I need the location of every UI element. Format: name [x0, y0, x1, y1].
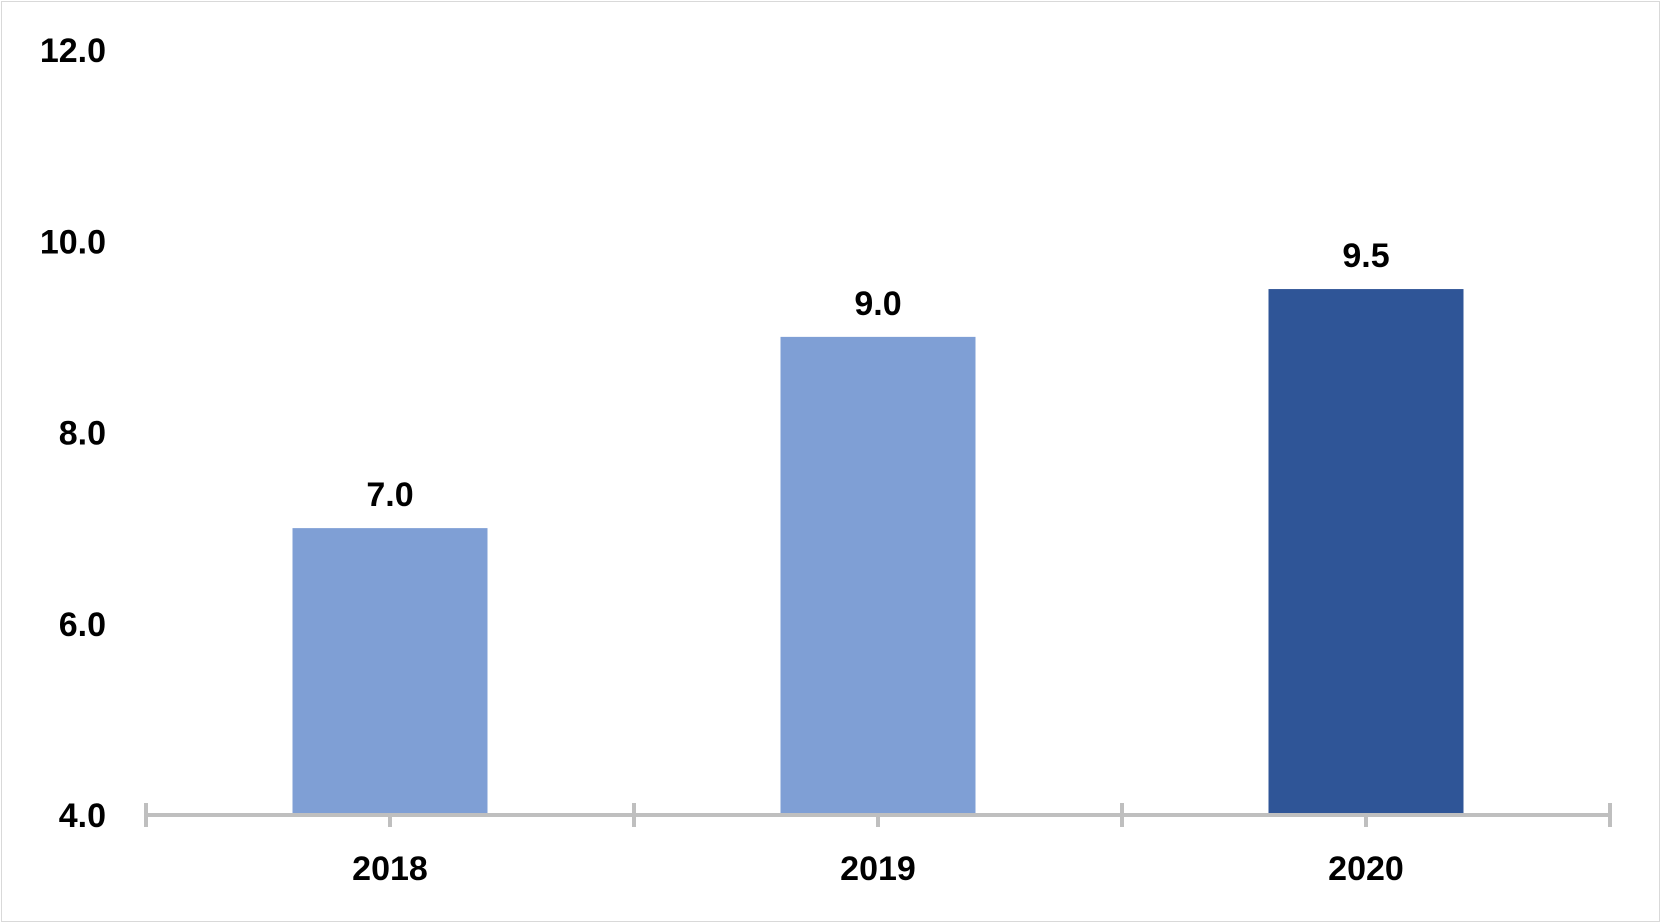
bar-2018	[292, 528, 488, 815]
data-label-2018: 7.0	[366, 476, 413, 514]
x-axis	[144, 803, 1612, 827]
y-tick-label: 10.0	[40, 223, 106, 261]
x-category-label: 2020	[1328, 850, 1404, 888]
data-labels: 7.0 9.0 9.5	[366, 237, 1389, 514]
y-tick-label: 12.0	[40, 32, 106, 70]
data-label-2020: 9.5	[1342, 237, 1389, 275]
bar-2020	[1268, 289, 1464, 815]
data-label-2019: 9.0	[854, 285, 901, 323]
x-axis-category-labels: 2018 2019 2020	[352, 850, 1404, 888]
x-category-label: 2018	[352, 850, 428, 888]
y-tick-label: 8.0	[59, 415, 106, 453]
x-category-label: 2019	[840, 850, 916, 888]
y-tick-label: 6.0	[59, 606, 106, 644]
bar-2019	[780, 336, 976, 815]
y-axis-tick-labels: 4.0 6.0 8.0 10.0 12.0	[40, 32, 106, 835]
y-tick-label: 4.0	[59, 797, 106, 835]
bar-series	[292, 289, 1464, 815]
